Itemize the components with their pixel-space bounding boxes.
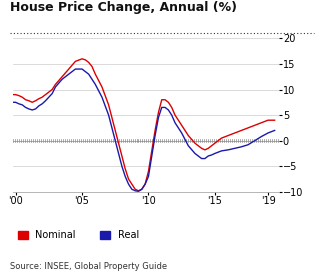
Legend: Nominal, Real: Nominal, Real xyxy=(18,230,139,240)
Text: House Price Change, Annual (%): House Price Change, Annual (%) xyxy=(10,1,237,14)
Text: Source: INSEE, Global Property Guide: Source: INSEE, Global Property Guide xyxy=(10,262,167,271)
